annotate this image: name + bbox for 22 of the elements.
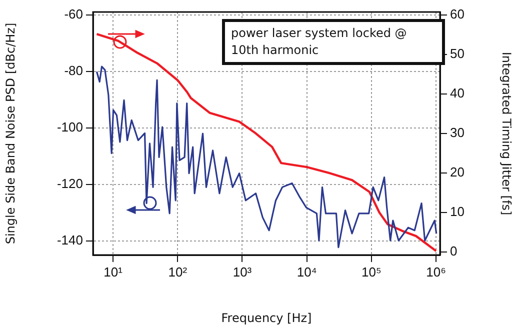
x-tick-label: 10² [168, 264, 188, 280]
y2-tick-label: 10 [450, 204, 464, 219]
x-axis-title: Frequency [Hz] [221, 310, 312, 325]
y2-tick-label: 20 [450, 164, 464, 180]
y2-tick-label: 30 [450, 125, 464, 140]
y2-tick-label: 50 [450, 46, 464, 62]
y2-tick-label: 40 [450, 86, 464, 101]
y2-tick-label: 0 [450, 243, 458, 258]
y-axis-title: Single Side Band Noise PSD [dBc/Hz] [3, 22, 18, 244]
text-box: power laser system locked @ 10th harmonic [222, 19, 445, 65]
y-tick-label: -100 [56, 119, 83, 134]
x-tick-label: 10⁵ [362, 264, 382, 280]
y-tick-label: -140 [56, 232, 83, 248]
x-tick-label: 10³ [232, 264, 252, 280]
y-tick-label: -80 [64, 62, 83, 78]
x-tick-label: 10⁶ [426, 264, 446, 280]
x-tick-label: 10⁴ [296, 264, 317, 280]
y2-axis-title: Integrated Timing Jitter [fs] [500, 52, 514, 216]
y2-tick-label: 60 [450, 6, 464, 22]
y-tick-label: -120 [56, 176, 83, 191]
y-tick-label: -60 [64, 6, 83, 22]
x-tick-label: 10¹ [104, 264, 124, 280]
